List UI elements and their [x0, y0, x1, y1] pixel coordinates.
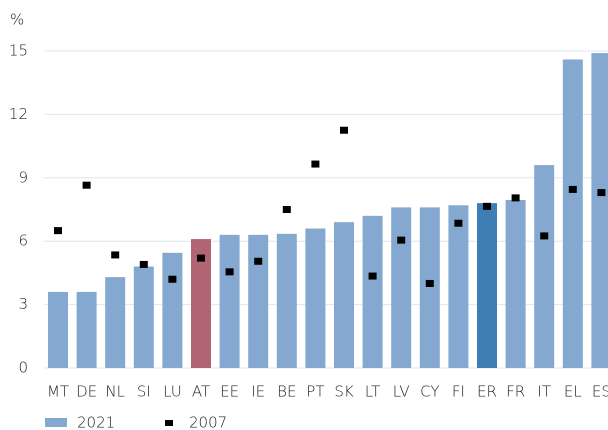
marker — [82, 181, 91, 189]
y-tick-label: 12 — [9, 105, 28, 123]
y-tick-label: 9 — [18, 168, 28, 186]
x-tick-label: IE — [251, 383, 265, 401]
marker — [597, 189, 606, 197]
x-tick-label: LU — [163, 383, 182, 401]
marker — [511, 194, 520, 202]
bar — [562, 59, 583, 368]
x-tick-label: AT — [192, 383, 210, 401]
bar — [534, 165, 555, 368]
y-tick-label: 6 — [18, 232, 28, 250]
bar — [276, 233, 297, 368]
marker — [340, 126, 348, 134]
y-tick-label: 15 — [9, 42, 28, 60]
bar — [162, 252, 183, 368]
x-tick-label: CY — [420, 383, 439, 401]
x-tick-label: EL — [564, 383, 582, 401]
marker — [540, 232, 549, 240]
x-tick-label: SI — [137, 383, 151, 401]
x-tick-label: FI — [452, 383, 465, 401]
legend-label: 2007 — [189, 414, 227, 430]
bar — [76, 291, 97, 368]
y-tick-label: 0 — [18, 359, 28, 377]
x-tick-label: LV — [393, 383, 410, 401]
marker — [254, 257, 263, 265]
x-tick-label: BE — [277, 383, 296, 401]
bar — [477, 203, 497, 368]
marker — [168, 275, 177, 283]
bar — [505, 199, 526, 368]
marker — [282, 206, 291, 213]
marker — [397, 236, 406, 244]
bar — [419, 207, 440, 368]
x-tick-label: MT — [47, 383, 69, 401]
x-tick-label: ER — [477, 383, 497, 401]
x-tick-label: IT — [537, 383, 551, 401]
marker — [225, 268, 234, 276]
x-tick-label: DE — [76, 383, 97, 401]
marker — [454, 219, 463, 227]
bar — [248, 234, 269, 368]
marker — [483, 202, 491, 210]
bar — [105, 277, 126, 368]
bar — [391, 207, 412, 368]
x-tick-label: FR — [506, 383, 525, 401]
bar — [334, 222, 354, 368]
bar — [305, 228, 326, 368]
bar — [219, 234, 240, 368]
x-tick-label: EE — [220, 383, 239, 401]
legend-swatch — [45, 418, 67, 427]
x-tick-label: NL — [105, 383, 125, 401]
legend-swatch — [165, 420, 173, 426]
bar — [448, 205, 469, 368]
marker — [139, 260, 148, 268]
legend-label: 2021 — [77, 414, 115, 430]
marker — [425, 279, 434, 287]
y-tick-label: 3 — [18, 295, 28, 313]
x-tick-label: SK — [334, 383, 354, 401]
y-axis-label: % — [10, 11, 24, 29]
x-tick-label: LT — [365, 383, 380, 401]
marker — [568, 185, 577, 193]
bar — [191, 239, 211, 368]
x-tick-label: ES — [592, 383, 608, 401]
marker — [111, 251, 120, 259]
marker — [368, 272, 377, 280]
marker — [311, 160, 320, 168]
bar — [362, 215, 383, 368]
bar — [48, 291, 68, 368]
x-tick-label: PT — [306, 383, 324, 401]
marker — [197, 254, 205, 262]
bar — [133, 266, 154, 368]
bar — [591, 53, 608, 368]
marker — [54, 227, 62, 235]
